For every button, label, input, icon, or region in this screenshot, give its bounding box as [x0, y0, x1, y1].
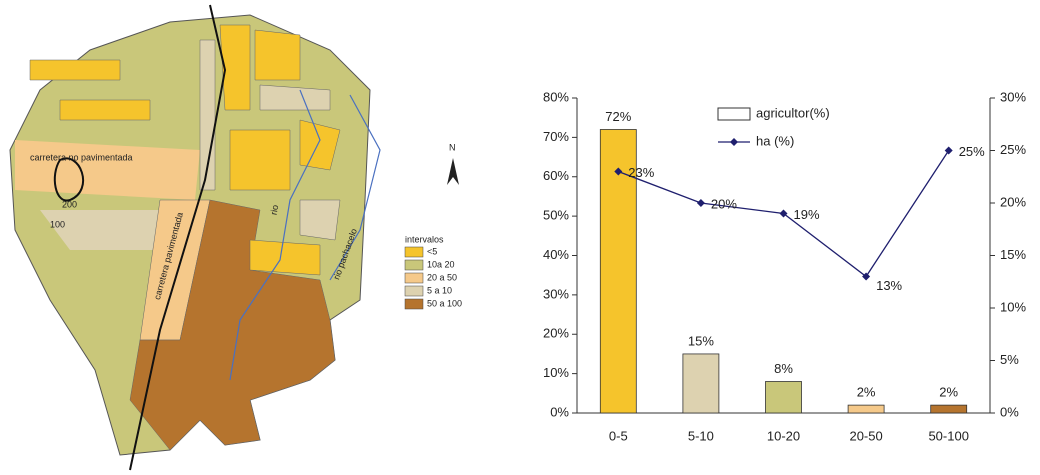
y2-tick-label: 0% [1000, 404, 1019, 419]
y2-tick-label: 30% [1000, 89, 1026, 104]
line-marker [696, 199, 705, 207]
road [129, 4, 227, 471]
line-label: 13% [876, 278, 902, 293]
y-tick-label: 70% [543, 129, 569, 144]
legend-label: 10a 20 [427, 259, 455, 269]
north-label: N [449, 142, 456, 152]
bar-label: 72% [605, 109, 631, 124]
map-region [199, 39, 341, 241]
y2-tick-label: 20% [1000, 194, 1026, 209]
y-tick-label: 80% [543, 89, 569, 104]
bar [847, 404, 885, 414]
map-legend: <5 10a 20 20 a 50 5 a 10 50 a 100 [404, 246, 462, 310]
legend-label: 20 a 50 [427, 272, 457, 282]
line-label: 25% [959, 144, 985, 159]
legend-label: agricultor(%) [756, 105, 830, 120]
map-label: carretera no pavimentada [30, 152, 133, 162]
map-label: rio [269, 204, 281, 216]
y-tick-label: 40% [543, 247, 569, 262]
map-label: 100 [50, 219, 65, 229]
x-tick-label: 50-100 [928, 428, 968, 443]
bar-label: 2% [857, 385, 876, 400]
x-tick-label: 20-50 [849, 428, 882, 443]
y-tick-label: 30% [543, 286, 569, 301]
legend-swatch [404, 272, 424, 284]
y2-tick-label: 5% [1000, 352, 1019, 367]
bar [682, 353, 720, 414]
legend-label: ha (%) [756, 133, 794, 148]
bar-label: 8% [774, 361, 793, 376]
y2-tick-label: 25% [1000, 142, 1026, 157]
y2-tick-label: 15% [1000, 247, 1026, 262]
river [329, 94, 381, 281]
legend-swatch [404, 246, 424, 258]
y-tick-label: 0% [550, 404, 569, 419]
line-label: 20% [711, 196, 737, 211]
y2-tick-label: 10% [1000, 299, 1026, 314]
legend-label: <5 [427, 246, 437, 256]
line-marker [779, 209, 788, 218]
north-arrow [447, 158, 459, 185]
legend-title: intervalos [405, 234, 444, 244]
map-region [29, 24, 341, 276]
line-marker [614, 167, 623, 176]
map-region [129, 199, 336, 451]
legend-label: 5 a 10 [427, 285, 452, 295]
map-region [40, 210, 180, 250]
legend-label: 50 a 100 [427, 298, 462, 308]
legend-swatch [404, 259, 424, 271]
x-tick-label: 5-10 [688, 428, 714, 443]
line-label: 19% [794, 207, 820, 222]
line-marker [862, 272, 871, 281]
legend-swatch [404, 298, 424, 310]
y-tick-label: 20% [543, 326, 569, 341]
x-tick-label: 10-20 [767, 428, 800, 443]
bar-label: 15% [688, 333, 714, 348]
contour [53, 157, 85, 202]
y-tick-label: 50% [543, 208, 569, 223]
y-tick-label: 60% [543, 168, 569, 183]
legend-swatch [404, 285, 424, 297]
y-tick-label: 10% [543, 365, 569, 380]
map-label: 200 [62, 199, 77, 209]
river [229, 89, 321, 381]
x-tick-label: 0-5 [609, 428, 628, 443]
legend-marker [730, 138, 738, 146]
bar [765, 381, 802, 414]
line-label: 23% [628, 165, 654, 180]
bar [930, 404, 968, 414]
bar-label: 2% [939, 385, 958, 400]
line-marker [944, 146, 953, 155]
legend-swatch [717, 107, 751, 121]
map-region [15, 140, 200, 200]
map: carretera no pavimentada carretera pavim… [9, 4, 462, 471]
